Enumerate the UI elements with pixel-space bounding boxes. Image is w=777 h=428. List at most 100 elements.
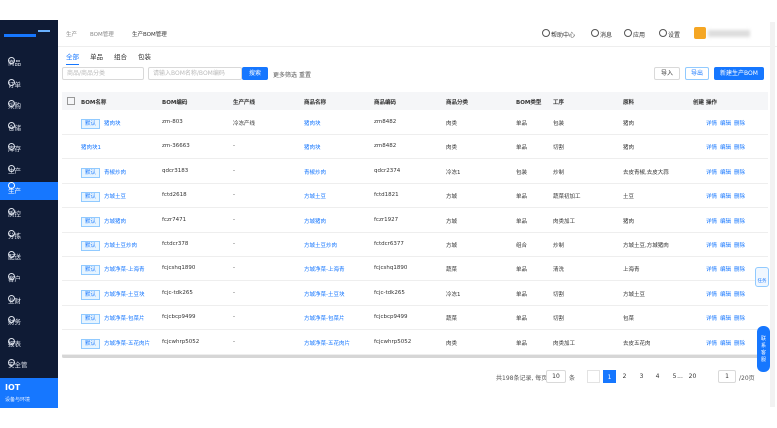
table-row[interactable] bbox=[62, 159, 768, 184]
cell-text: 切割 bbox=[553, 291, 565, 298]
h-scrollbar[interactable] bbox=[62, 354, 768, 358]
cell-text: 方城净菜-上海青 bbox=[104, 267, 145, 274]
table-cell[interactable]: 默认 青椒炒肉 bbox=[81, 167, 126, 178]
row-action[interactable]: 删除 bbox=[734, 316, 746, 323]
row-action[interactable]: 编辑 bbox=[720, 340, 732, 347]
row-action[interactable]: 编辑 bbox=[720, 316, 732, 323]
row-action[interactable]: 编辑 bbox=[720, 194, 732, 201]
header-link[interactable]: 消息 bbox=[600, 32, 613, 39]
row-action[interactable]: 删除 bbox=[734, 194, 746, 201]
row-action[interactable]: 编辑 bbox=[720, 267, 732, 274]
cell-text: 包菜 bbox=[623, 316, 635, 323]
row-action[interactable]: 删除 bbox=[734, 169, 746, 176]
table-cell[interactable]: 默认 方城猪肉 bbox=[81, 216, 126, 227]
search-input[interactable]: 请输入BOM名称/BOM编码 bbox=[148, 67, 242, 80]
logo bbox=[4, 30, 50, 37]
v-scrollbar[interactable] bbox=[770, 22, 775, 407]
table-cell[interactable]: 默认 方城净菜-上海青 bbox=[81, 265, 145, 276]
table-cell[interactable]: 默认 猪肉块 bbox=[81, 119, 121, 129]
header-link[interactable]: 设置 bbox=[668, 32, 681, 39]
row-action[interactable]: 删除 bbox=[734, 340, 746, 347]
row-action[interactable]: 删除 bbox=[734, 267, 746, 274]
row-action[interactable]: 删除 bbox=[734, 145, 746, 152]
next-page[interactable] bbox=[701, 370, 714, 383]
iot-panel[interactable] bbox=[0, 378, 58, 408]
toolbar-button[interactable]: 导出 bbox=[685, 67, 709, 80]
breadcrumb-item[interactable]: 生产 bbox=[66, 32, 78, 38]
header-link[interactable]: 应用 bbox=[633, 32, 646, 39]
row-action[interactable]: 删除 bbox=[734, 243, 746, 249]
prev-page[interactable] bbox=[587, 370, 600, 383]
header-icon bbox=[591, 29, 599, 37]
table-row[interactable] bbox=[62, 256, 768, 282]
row-action[interactable]: 编辑 bbox=[720, 218, 732, 225]
row-action[interactable]: 详情 bbox=[706, 267, 718, 274]
table-row[interactable] bbox=[62, 330, 768, 355]
table-cell[interactable]: 默认 方城土豆 bbox=[81, 192, 126, 203]
row-action[interactable]: 编辑 bbox=[720, 291, 732, 298]
table-row[interactable] bbox=[62, 305, 768, 331]
nav-icon bbox=[8, 143, 15, 151]
search-button[interactable]: 搜索 bbox=[242, 67, 268, 80]
breadcrumb-item[interactable]: BOM管理 bbox=[90, 32, 114, 38]
page-number[interactable]: 1 bbox=[603, 370, 616, 383]
nav-label: 客户 bbox=[8, 275, 21, 283]
table-cell[interactable]: 默认 方城净菜-包菜片 bbox=[81, 314, 145, 325]
page-number[interactable]: 5 bbox=[672, 373, 677, 380]
row-action[interactable]: 详情 bbox=[706, 194, 718, 201]
cell-text: 单品 bbox=[516, 121, 528, 127]
row-action[interactable]: 编辑 bbox=[720, 121, 732, 127]
table-row[interactable] bbox=[62, 232, 768, 257]
row-action[interactable]: 详情 bbox=[706, 340, 718, 347]
page-size[interactable]: 10 bbox=[546, 370, 566, 383]
cell-text: 包装 bbox=[516, 169, 528, 176]
tab[interactable]: 包装 bbox=[138, 53, 151, 61]
tab[interactable]: 组合 bbox=[114, 53, 127, 61]
page-number[interactable]: 4 bbox=[655, 373, 660, 380]
row-action[interactable]: 删除 bbox=[734, 218, 746, 225]
cell-text: fctdcr378 bbox=[162, 241, 189, 247]
toolbar-button[interactable]: 导入 bbox=[654, 67, 680, 80]
page-number[interactable]: ... bbox=[677, 373, 683, 380]
more-filters[interactable]: 更多筛选 bbox=[273, 72, 298, 79]
table-row[interactable] bbox=[62, 208, 768, 233]
page-number[interactable]: 2 bbox=[622, 373, 627, 380]
row-action[interactable]: 删除 bbox=[734, 291, 746, 298]
table-row[interactable] bbox=[62, 110, 768, 135]
header-link[interactable]: 帮助中心 bbox=[551, 32, 576, 39]
row-action[interactable]: 详情 bbox=[706, 291, 718, 298]
table-row[interactable] bbox=[62, 134, 768, 160]
row-action[interactable]: 编辑 bbox=[720, 145, 732, 152]
row-action[interactable]: 详情 bbox=[706, 218, 718, 225]
row-action[interactable]: 详情 bbox=[706, 169, 718, 176]
page-jump[interactable]: 1 bbox=[718, 370, 736, 383]
page-number[interactable]: 3 bbox=[639, 373, 644, 380]
nav-icon bbox=[8, 229, 15, 237]
page-number[interactable]: 20 bbox=[688, 373, 697, 380]
table-cell[interactable]: 默认 方城土豆炒肉 bbox=[81, 241, 137, 251]
table-cell[interactable]: 默认 方城净菜-土豆块 bbox=[81, 289, 145, 300]
row-action[interactable]: 详情 bbox=[706, 316, 718, 323]
tab[interactable]: 全部 bbox=[66, 51, 79, 65]
table-row[interactable] bbox=[62, 183, 768, 209]
row-action[interactable]: 详情 bbox=[706, 121, 718, 127]
row-action[interactable]: 编辑 bbox=[720, 169, 732, 176]
tab[interactable]: 单品 bbox=[90, 53, 103, 61]
avatar[interactable] bbox=[694, 27, 706, 39]
table-cell[interactable]: 默认 方城净菜-五花肉片 bbox=[81, 338, 150, 349]
service-float[interactable]: 联系客服 bbox=[757, 326, 770, 372]
cell-text: fczr1927 bbox=[374, 216, 399, 223]
nav-item[interactable]: 生产 bbox=[0, 181, 58, 200]
cell-text: 肉类 bbox=[446, 145, 458, 152]
table-row[interactable] bbox=[62, 281, 768, 306]
reset[interactable]: 重置 bbox=[299, 72, 312, 79]
row-action[interactable]: 详情 bbox=[706, 243, 718, 249]
nav-icon bbox=[8, 100, 15, 108]
toolbar-button[interactable]: 新建生产BOM bbox=[714, 67, 764, 80]
row-action[interactable]: 删除 bbox=[734, 121, 746, 127]
task-float[interactable]: 任务 bbox=[755, 267, 769, 287]
category-select[interactable]: 商品/商品分类 bbox=[62, 67, 144, 80]
row-action[interactable]: 编辑 bbox=[720, 243, 732, 249]
cell-text: 方城 bbox=[446, 243, 458, 249]
row-action[interactable]: 详情 bbox=[706, 145, 718, 152]
